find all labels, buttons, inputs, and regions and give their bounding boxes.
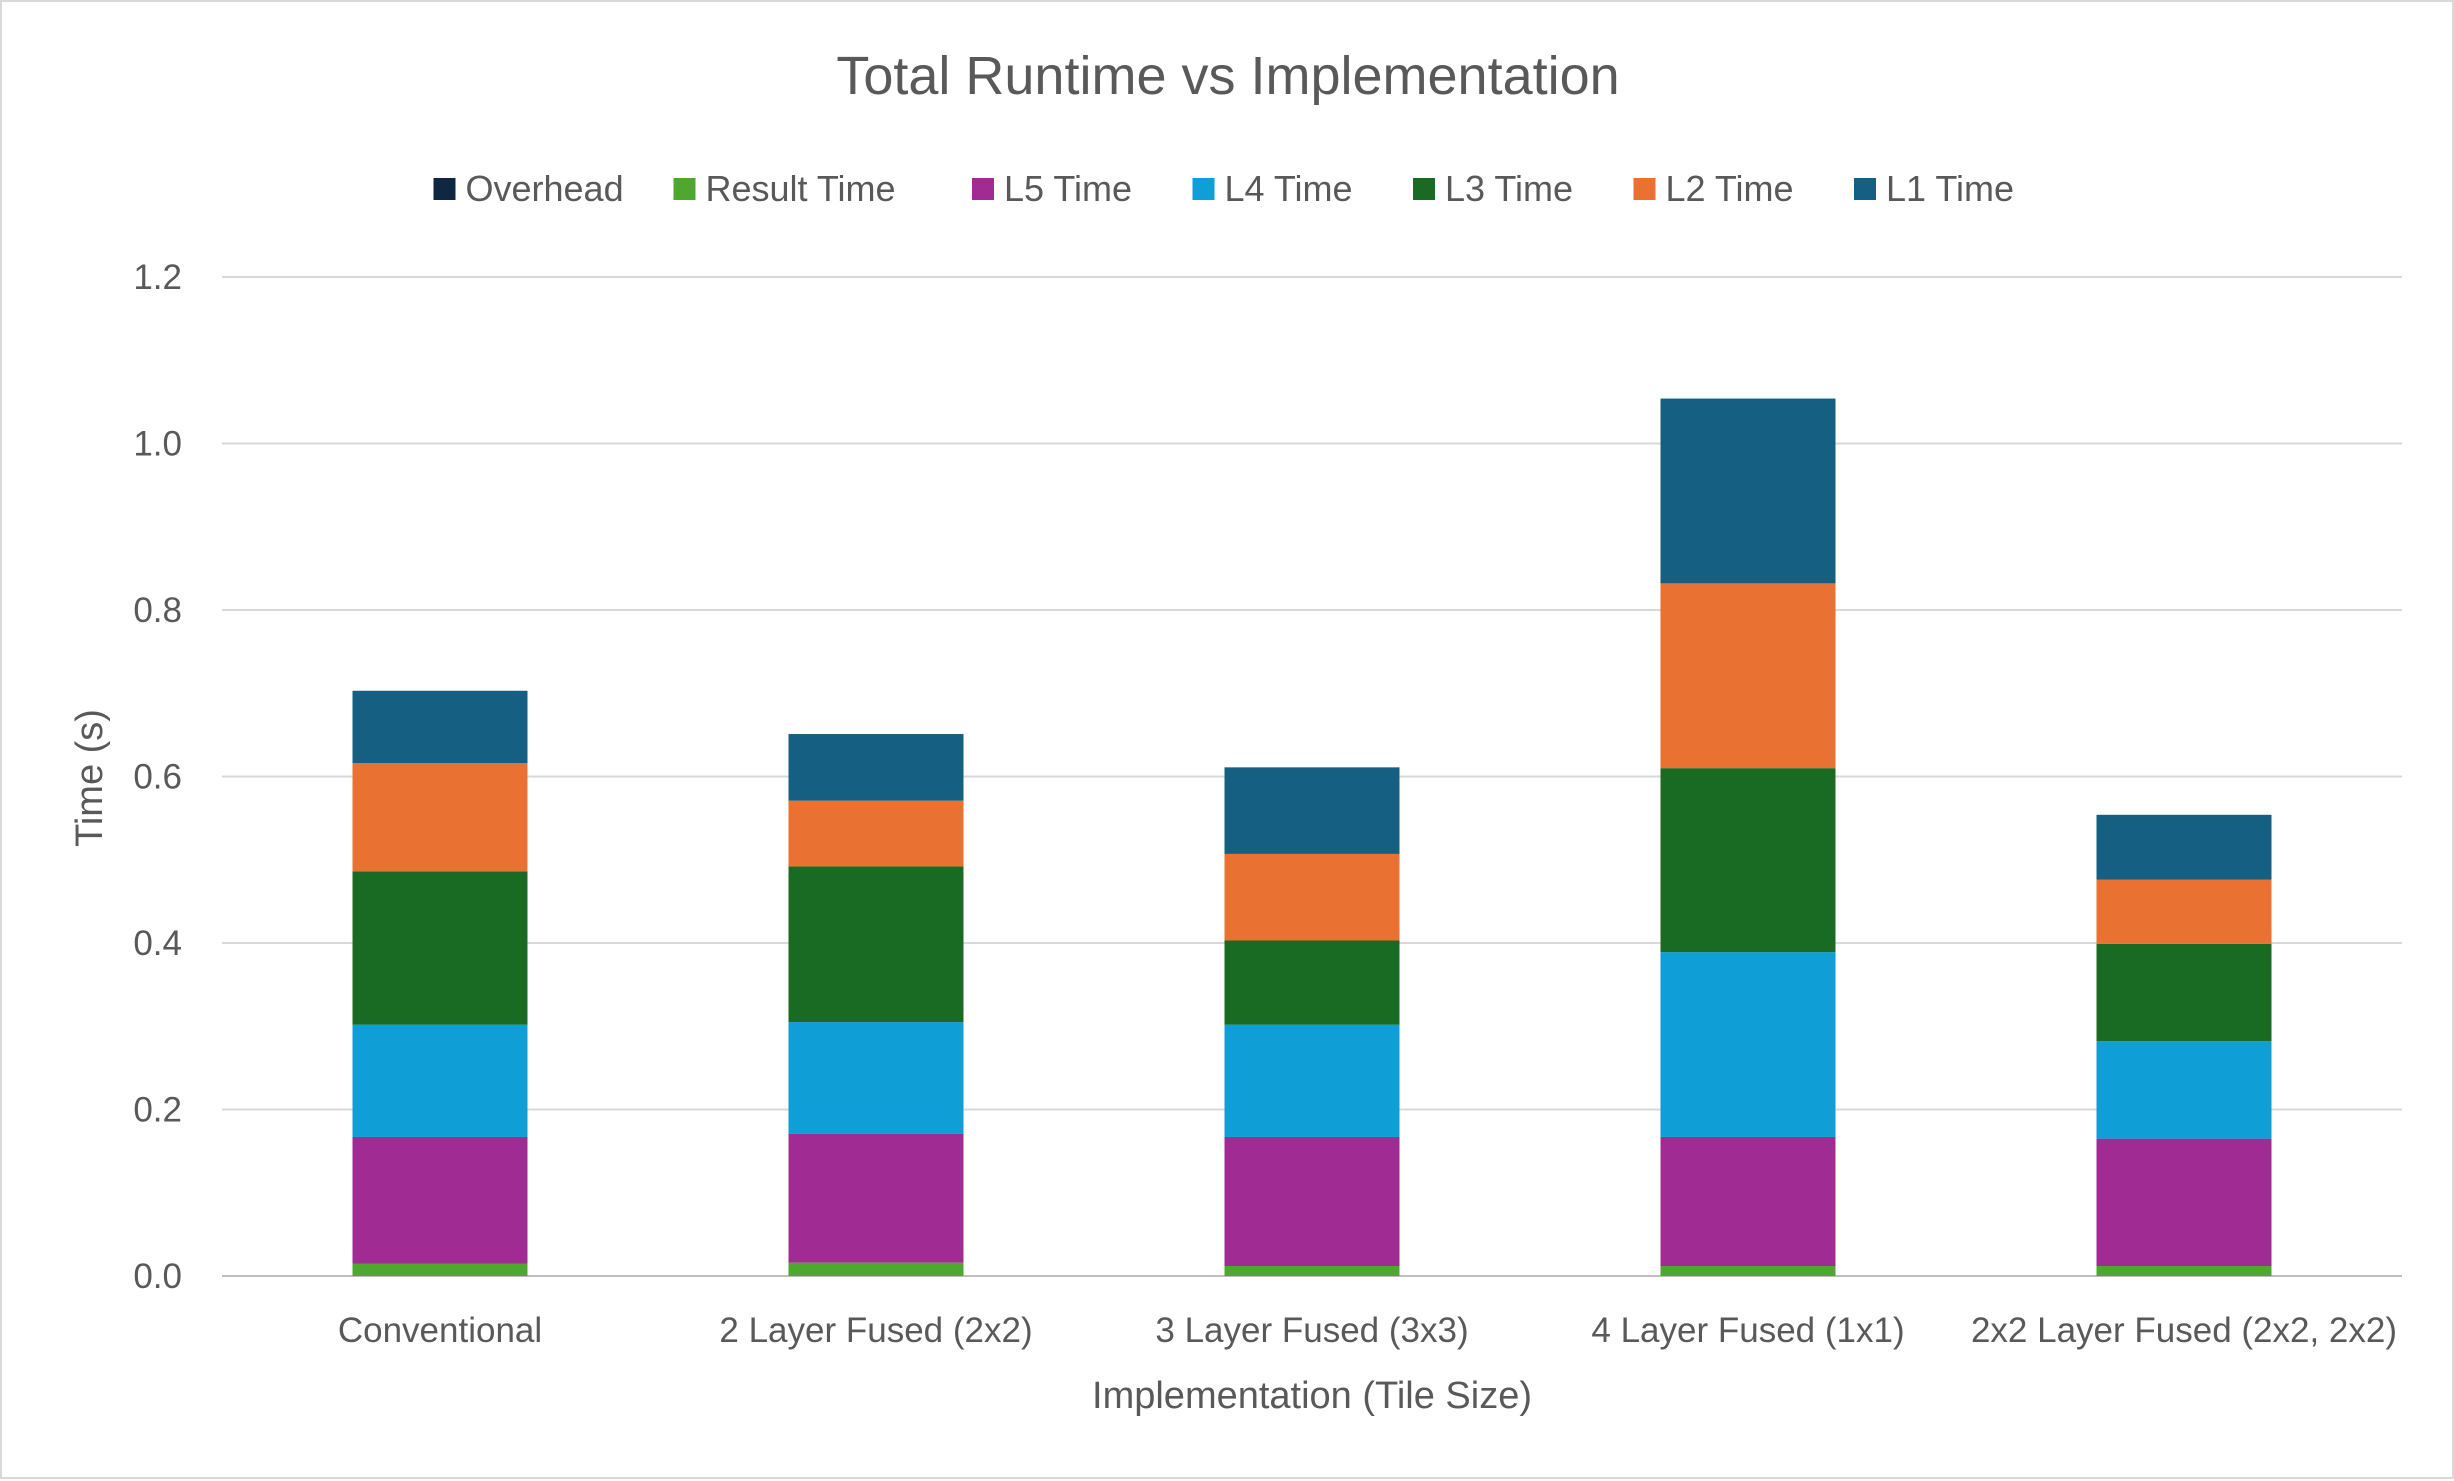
x-tick-label: Conventional xyxy=(338,1311,542,1350)
bar-segment xyxy=(352,1024,528,1137)
chart-legend: Overhead Result Time L5 Time L4 Time L3 Time… xyxy=(433,168,2014,209)
bar-stack xyxy=(788,734,964,1276)
y-axis-label: Time (s) xyxy=(69,709,111,847)
bar-segment xyxy=(1224,853,1400,941)
bar-segment xyxy=(1660,952,1836,1137)
bar-segment xyxy=(1224,1266,1400,1276)
legend-swatch xyxy=(433,178,456,200)
bar-segment xyxy=(352,763,528,872)
bar-stack xyxy=(352,690,528,1276)
legend-item: L5 Time xyxy=(972,168,1132,209)
legend-label: Result Time xyxy=(706,168,896,209)
legend-swatch xyxy=(1633,178,1656,200)
y-tick-label: 0.8 xyxy=(133,591,182,630)
bar-segment xyxy=(1660,1136,1836,1267)
chart-title: Total Runtime vs Implementation xyxy=(836,46,1619,106)
bar-segment xyxy=(2096,1266,2272,1276)
legend-item: L3 Time xyxy=(1413,168,1573,209)
legend-swatch xyxy=(1192,178,1215,200)
y-axis-ticks: 0.0 0.2 0.4 0.6 0.8 1.0 1.2 xyxy=(133,258,182,1296)
legend-swatch xyxy=(1854,178,1876,200)
bar-stack xyxy=(2096,814,2272,1276)
legend-item: L1 Time xyxy=(1854,168,2014,209)
bar-stack xyxy=(1660,398,1836,1276)
bar-segment xyxy=(352,690,528,764)
legend-item: L4 Time xyxy=(1192,168,1353,209)
bar-stack xyxy=(1224,767,1400,1276)
bar-segment xyxy=(788,1133,964,1263)
legend-label: L4 Time xyxy=(1225,168,1353,209)
y-tick-label: 0.4 xyxy=(133,924,182,963)
legend-item: Overhead xyxy=(433,168,624,209)
bar-segment xyxy=(788,866,964,1023)
bars xyxy=(352,398,2272,1276)
bar-segment xyxy=(1660,768,1836,953)
y-tick-label: 1.2 xyxy=(133,258,182,297)
bar-segment xyxy=(2096,943,2272,1042)
bar-segment xyxy=(2096,879,2272,944)
x-axis-ticks: Conventional 2 Layer Fused (2x2) 3 Layer F… xyxy=(338,1311,2397,1350)
legend-label: L5 Time xyxy=(1004,168,1132,209)
bar-segment xyxy=(352,871,528,1025)
legend-label: Overhead xyxy=(466,168,624,209)
legend-label: L1 Time xyxy=(1886,168,2014,209)
bar-segment xyxy=(788,800,964,867)
x-tick-label: 2x2 Layer Fused (2x2, 2x2) xyxy=(1971,1311,2397,1350)
y-tick-label: 0.6 xyxy=(133,758,182,797)
bar-segment xyxy=(788,734,964,801)
legend-swatch xyxy=(1413,178,1435,200)
bar-segment xyxy=(2096,1041,2272,1139)
x-tick-label: 3 Layer Fused (3x3) xyxy=(1155,1311,1468,1350)
legend-label: L2 Time xyxy=(1666,168,1794,209)
legend-label: L3 Time xyxy=(1445,168,1573,209)
bar-segment xyxy=(2096,814,2272,880)
bar-segment xyxy=(788,1262,964,1276)
bar-segment xyxy=(1224,1136,1400,1267)
legend-item: L2 Time xyxy=(1633,168,1794,209)
bar-segment xyxy=(352,1136,528,1264)
bar-segment xyxy=(1224,767,1400,854)
bar-segment xyxy=(2096,1138,2272,1267)
legend-swatch xyxy=(972,178,994,200)
y-tick-label: 0.2 xyxy=(133,1091,182,1130)
bar-segment xyxy=(1660,398,1836,584)
bar-segment xyxy=(1224,940,1400,1025)
y-tick-label: 1.0 xyxy=(133,425,182,464)
legend-item: Result Time xyxy=(673,168,896,209)
y-tick-label: 0.0 xyxy=(133,1257,182,1296)
x-axis-label: Implementation (Tile Size) xyxy=(1092,1375,1532,1417)
bar-segment xyxy=(1660,1266,1836,1276)
bar-segment xyxy=(1224,1024,1400,1137)
legend-swatch xyxy=(673,178,696,200)
bar-segment xyxy=(1660,583,1836,769)
bar-segment xyxy=(352,1263,528,1276)
x-tick-label: 2 Layer Fused (2x2) xyxy=(719,1311,1032,1350)
bar-segment xyxy=(788,1022,964,1134)
x-tick-label: 4 Layer Fused (1x1) xyxy=(1591,1311,1904,1350)
